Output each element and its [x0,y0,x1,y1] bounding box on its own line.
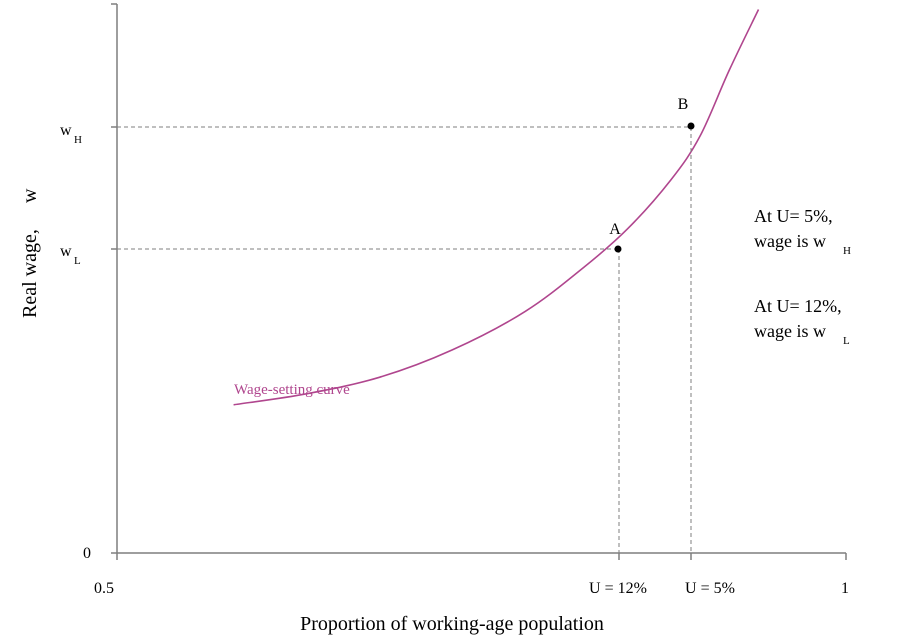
point-b-label: B [678,96,689,113]
y-axis-title-symbol: w [19,188,41,203]
x-axis-title: Proportion of working-age population [300,613,604,635]
wage-setting-curve-label: Wage-setting curve [234,382,350,398]
point-b-y-label: w [60,122,72,139]
point-a-y-label: w [60,243,72,260]
point-b-x-label: U = 5% [685,580,735,597]
point-b-y-label-sub: H [74,134,82,146]
point-a-x-label: U = 12% [589,580,647,597]
point-b-marker [687,122,695,130]
wage-setting-curve [233,9,760,406]
y-axis-title-group: Real wage, w [19,188,41,318]
annotation-low-sub: L [843,335,850,347]
point-a-y-label-sub: L [74,255,81,267]
y-axis-title: Real wage, [19,229,41,318]
annotation-high-line2: wage is w [754,231,826,251]
y-origin-label: 0 [83,545,91,562]
annotation-low-line1: At U= 12%, [754,296,842,316]
point-a-label: A [609,221,621,238]
x-tick-label-end: 1 [841,580,849,597]
x-tick-label-start: 0.5 [94,580,114,597]
annotation-low-line2: wage is w [754,321,826,341]
annotation-high-sub: H [843,245,851,257]
point-a-marker [614,245,622,253]
annotation-high-line1: At U= 5%, [754,206,833,226]
